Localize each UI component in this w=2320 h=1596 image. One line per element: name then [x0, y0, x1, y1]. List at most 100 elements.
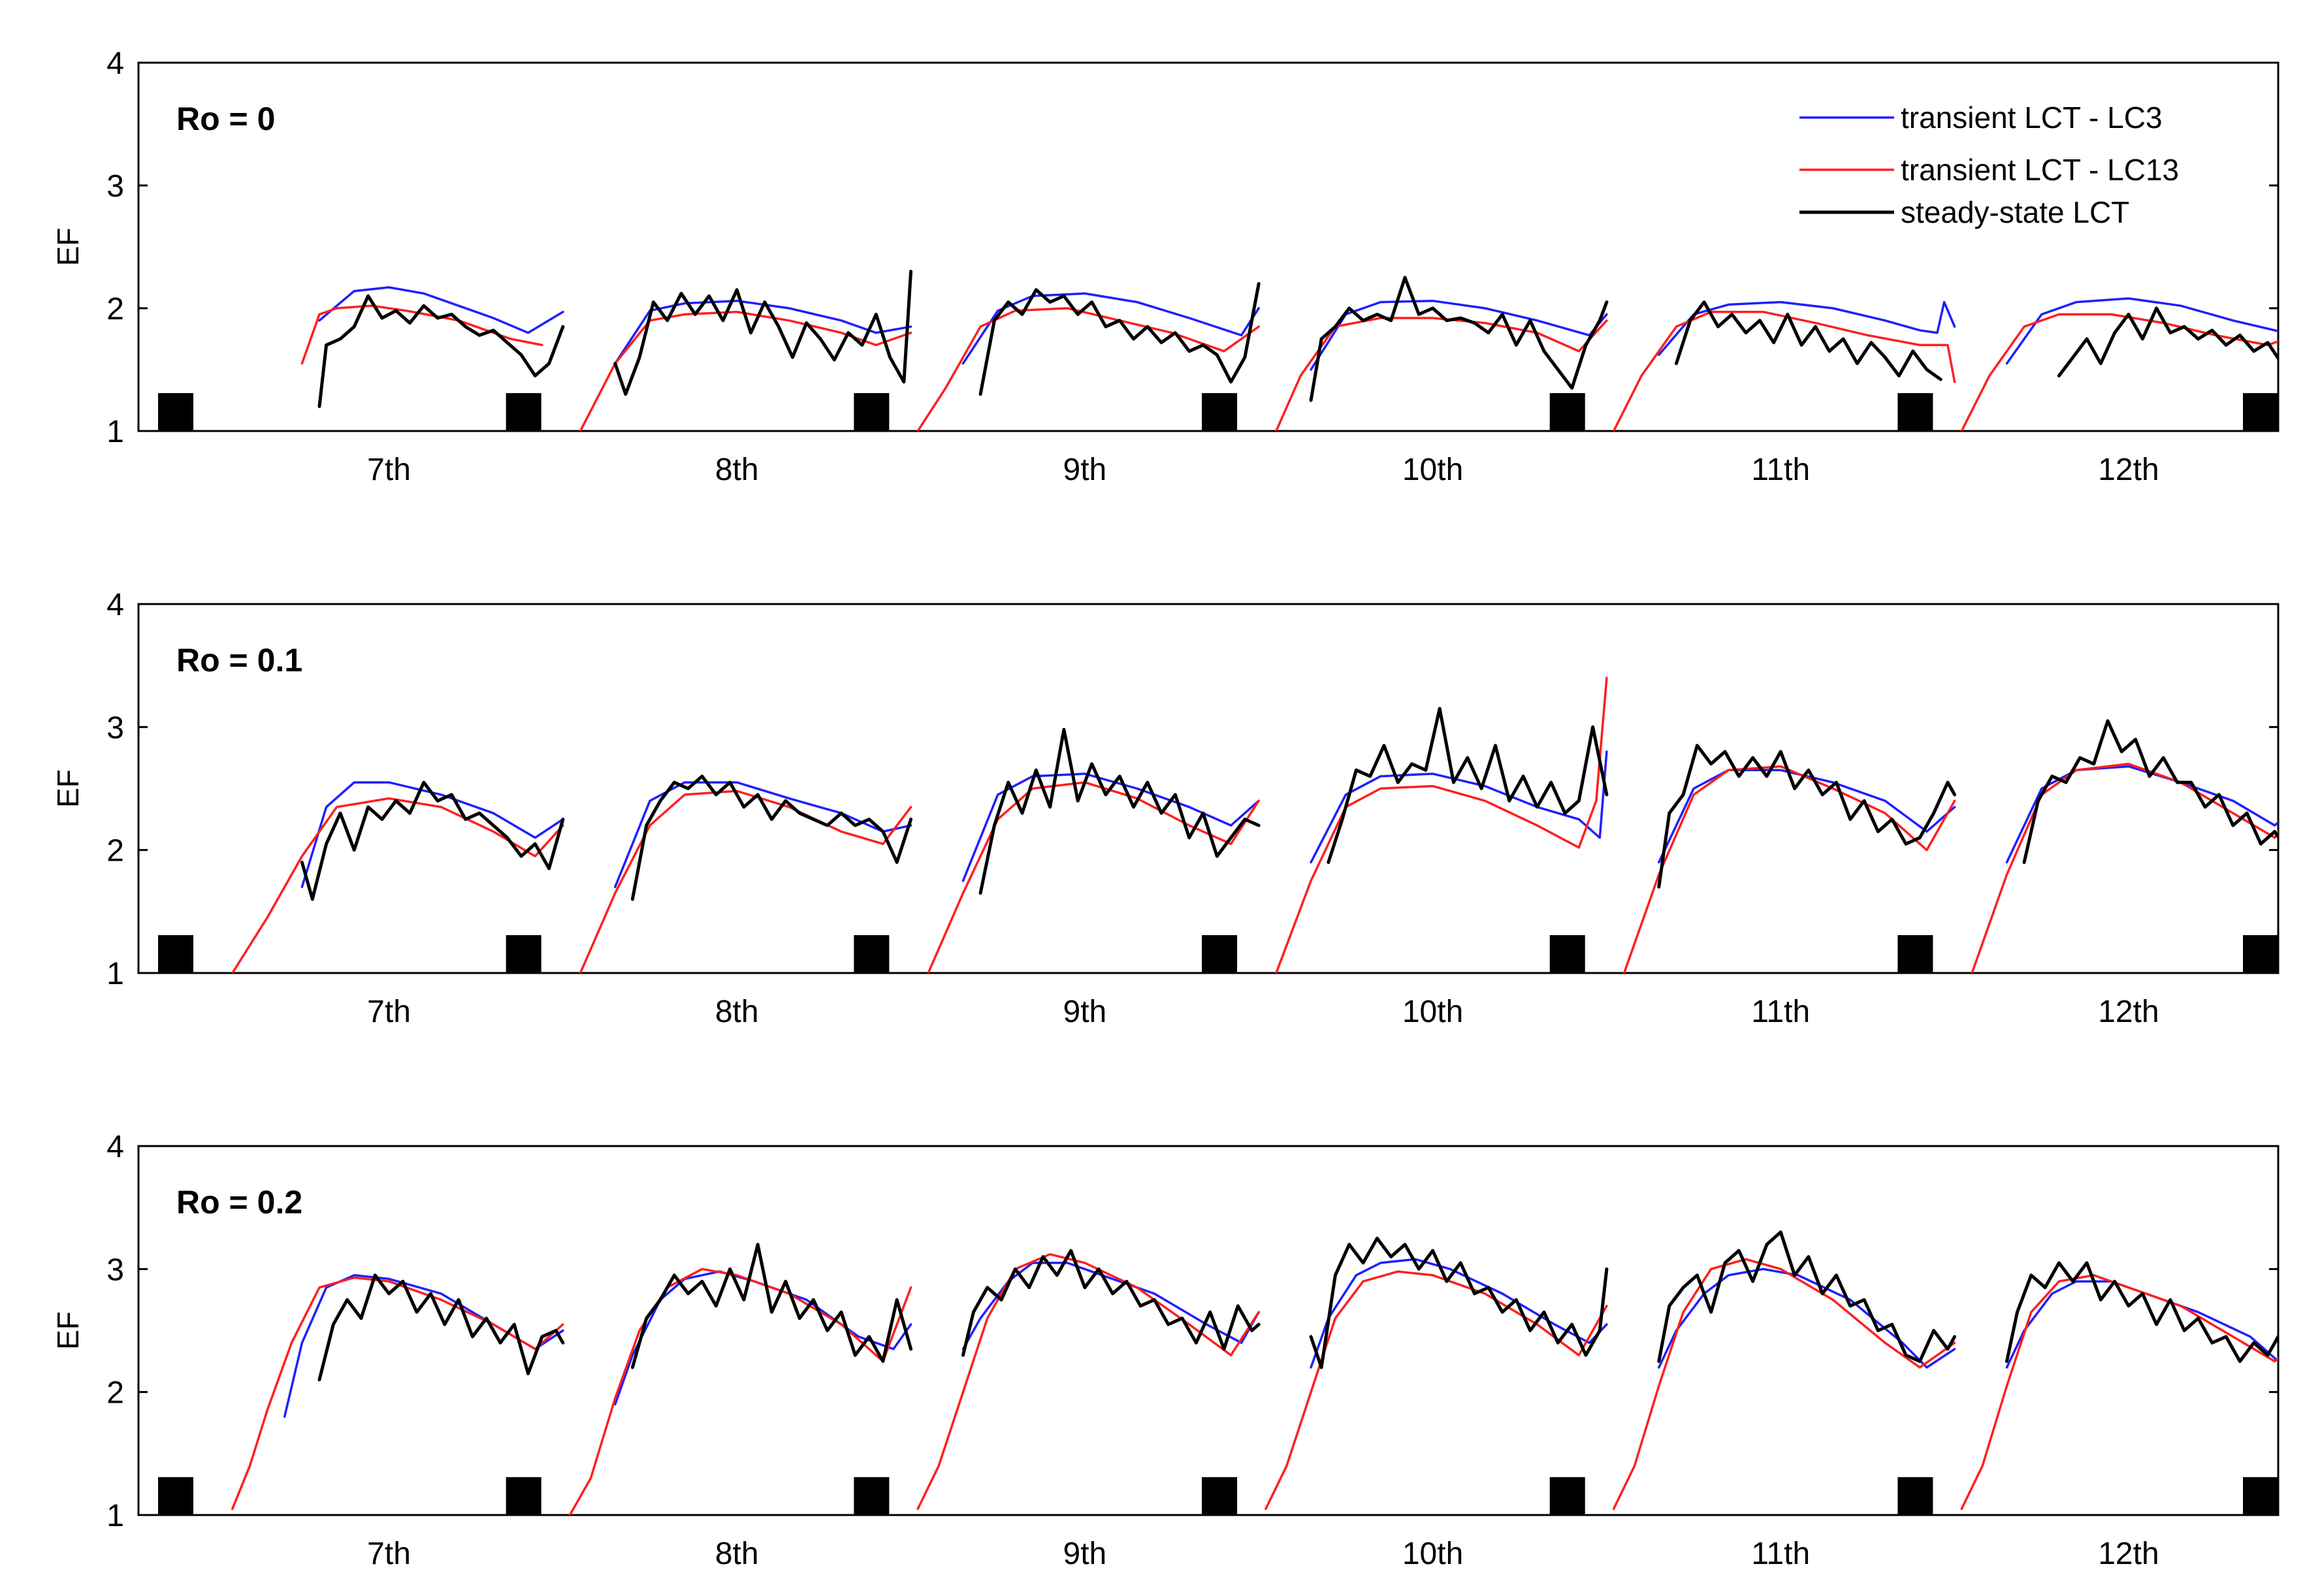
cycle-label-8th: 8th [715, 453, 759, 487]
cycle-label-7th: 7th [367, 453, 411, 487]
cycle-marker-block [1202, 393, 1238, 431]
line-transient_lc3-cycle-11th [1658, 300, 1956, 357]
cycle-marker-block [854, 1477, 890, 1515]
legend-label-transient_lc3: transient LCT - LC3 [1901, 101, 2163, 135]
cycle-marker-block [158, 393, 193, 431]
cycle-label-12th: 12th [2098, 1537, 2159, 1571]
line-transient_lc3-cycle-10th [1310, 750, 1608, 864]
line-transient_lc3-cycle-7th [300, 781, 564, 888]
line-transient_lc13-cycle-9th [916, 307, 1260, 431]
cycle-marker-block [1202, 935, 1238, 973]
y-tick-label: 4 [106, 1130, 124, 1164]
line-steady_state-cycle-12th [2005, 1261, 2278, 1364]
line-transient_lc3-cycle-10th [1310, 1258, 1608, 1369]
line-transient_lc3-cycle-11th [1658, 769, 1956, 864]
cycle-marker-block [1202, 1477, 1238, 1515]
line-steady_state-cycle-12th [2057, 306, 2278, 377]
legend-label-steady_state: steady-state LCT [1901, 195, 2129, 229]
cycle-label-10th: 10th [1402, 453, 1463, 487]
line-steady_state-cycle-7th [317, 294, 565, 408]
line-steady_state-cycle-10th [1309, 276, 1609, 402]
line-steady_state-cycle-8th [630, 774, 913, 901]
cycle-marker-block [1549, 1477, 1585, 1515]
line-transient_lc13-cycle-10th [1265, 1270, 1608, 1510]
line-transient_lc13-cycle-9th [916, 1253, 1260, 1510]
line-steady_state-cycle-11th [1657, 744, 1957, 889]
cycle-marker-block [1549, 935, 1585, 973]
line-steady_state-cycle-7th [300, 780, 565, 901]
cycle-label-7th: 7th [367, 995, 411, 1029]
y-tick-label: 2 [106, 1376, 124, 1411]
cycle-marker-block [1897, 935, 1933, 973]
cycle-label-11th: 11th [1751, 1537, 1810, 1571]
cycle-marker-block [158, 1477, 193, 1515]
y-tick-label: 4 [106, 46, 124, 81]
series-group [231, 677, 2278, 973]
y-axis-label: EF [51, 228, 85, 266]
legend: transient LCT - LC3 transient LCT - LC13 s… [1799, 101, 2179, 229]
cycle-marker-block [1549, 393, 1585, 431]
panel-label: Ro = 0.2 [176, 1184, 302, 1221]
line-steady_state-cycle-9th [978, 727, 1261, 895]
cycle-label-9th: 9th [1063, 1537, 1107, 1571]
cycle-label-8th: 8th [715, 995, 759, 1029]
cycle-label-9th: 9th [1063, 453, 1107, 487]
y-tick-label: 3 [106, 1253, 124, 1287]
cycle-label-10th: 10th [1402, 995, 1463, 1029]
line-transient_lc13-cycle-12th [1971, 763, 2278, 973]
line-transient_lc3-cycle-10th [1310, 299, 1608, 371]
line-steady_state-cycle-10th [1309, 1236, 1609, 1369]
line-transient_lc3-cycle-9th [961, 1262, 1260, 1350]
line-steady_state-cycle-11th [1675, 300, 1942, 381]
y-tick-label: 2 [106, 834, 124, 869]
line-transient_lc13-cycle-7th [231, 797, 564, 973]
cycle-marker-block [1897, 1477, 1933, 1515]
line-steady_state-cycle-7th [317, 1273, 565, 1382]
line-transient_lc13-cycle-11th [1612, 1258, 1956, 1510]
line-transient_lc13-cycle-7th [300, 304, 543, 365]
y-tick-label: 4 [106, 588, 124, 622]
line-transient_lc13-cycle-10th [1275, 677, 1608, 973]
axes-frame [137, 1145, 2280, 1516]
line-steady_state-cycle-12th [2022, 719, 2278, 864]
cycle-label-7th: 7th [367, 1537, 411, 1571]
y-axis-label: EF [51, 1311, 85, 1350]
y-tick-label: 3 [106, 710, 124, 745]
cycle-marker-block [2243, 393, 2278, 431]
line-transient_lc13-cycle-7th [231, 1276, 564, 1510]
cycle-marker-block [506, 935, 541, 973]
panel-2: 1 2 3 4 EF 7th 8th 9th 10th 11th 12th Ro = 0.1 [51, 588, 2280, 1029]
cycle-label-10th: 10th [1402, 1537, 1463, 1571]
line-steady_state-cycle-10th [1327, 707, 1609, 864]
line-transient_lc3-cycle-12th [2005, 297, 2278, 365]
cycle-marker-block [854, 393, 890, 431]
y-axis-label: EF [51, 769, 85, 808]
cycle-marker-block [506, 1477, 541, 1515]
legend-label-transient_lc13: transient LCT - LC13 [1901, 153, 2179, 187]
series-group [231, 1230, 2278, 1515]
panel-label: Ro = 0 [176, 101, 275, 137]
cycle-marker-block [1897, 393, 1933, 431]
line-transient_lc3-cycle-7th [318, 286, 564, 334]
cycle-marker-block [2243, 1477, 2278, 1515]
cycle-marker-block [506, 393, 541, 431]
y-tick-label: 2 [106, 292, 124, 327]
line-transient_lc13-cycle-10th [1275, 317, 1608, 431]
cycle-marker-block [854, 935, 890, 973]
line-steady_state-cycle-9th [978, 281, 1261, 396]
line-steady_state-cycle-11th [1657, 1230, 1957, 1364]
line-transient_lc3-cycle-11th [1658, 1268, 1956, 1369]
y-tick-label: 1 [106, 1499, 124, 1533]
line-transient_lc13-cycle-8th [568, 1268, 912, 1515]
cycle-label-8th: 8th [715, 1537, 759, 1571]
cycle-label-12th: 12th [2098, 995, 2159, 1029]
line-transient_lc13-cycle-12th [1960, 1274, 2278, 1510]
y-tick-label: 1 [106, 957, 124, 991]
y-tick-label: 1 [106, 415, 124, 449]
line-transient_lc13-cycle-12th [1960, 313, 2278, 431]
panel-3: 1 2 3 4 EF 7th 8th 9th 10th 11th 12th Ro = 0.2 [51, 1130, 2280, 1571]
y-tick-label: 3 [106, 169, 124, 204]
panel-1: 1 2 3 4 EF 7th 8th 9th 10th 11th 12th Ro = 0 [51, 46, 2280, 487]
line-transient_lc13-cycle-11th [1622, 765, 1956, 973]
